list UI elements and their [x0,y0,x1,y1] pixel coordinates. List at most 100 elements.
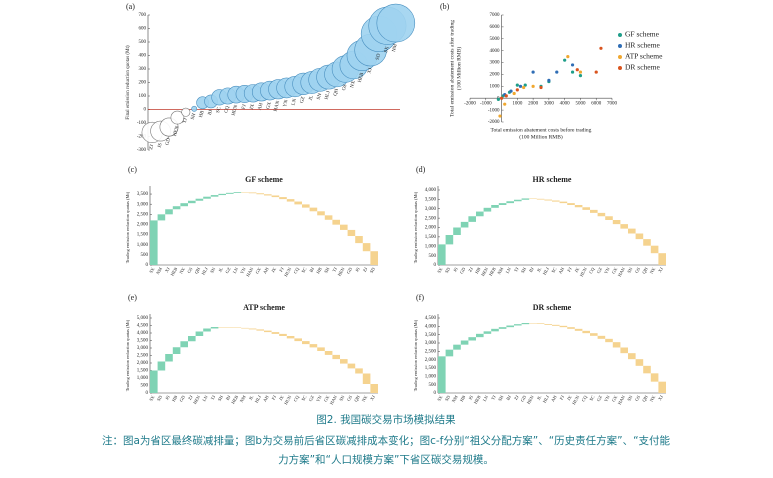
category-label: HEN [192,394,201,405]
point [566,55,570,59]
chart-title: GF scheme [245,175,283,184]
step-bar [226,327,234,328]
y-tick-label: 400 [139,54,147,59]
y-tick-label: 5,000 [137,316,149,321]
step-bar [317,347,325,351]
category-label: SH [497,394,505,402]
category-label: CQ [292,266,300,275]
step-bar [233,327,242,328]
category-label: GX [266,101,273,110]
y-tick-label: 4,500 [137,324,149,329]
category-label: NM [451,395,459,404]
category-label: NX [649,394,657,403]
step-bar [643,239,651,246]
category-label: HAN [245,266,255,278]
legend-marker [618,44,622,48]
step-bar [362,243,371,252]
x-tick-label: 5000 [575,101,586,106]
step-bar [590,333,598,336]
point [504,94,508,98]
category-label: HAN [274,100,282,112]
point [575,68,579,72]
step-bar [453,227,461,235]
y-tick-label: 700 [139,13,147,18]
step-bar [498,203,507,205]
step-bar [256,329,264,331]
category-label: SX [436,266,444,274]
step-bar [445,235,454,245]
category-label: YN [283,99,290,108]
y-tick-label: -100 [137,121,147,126]
category-label: SN [209,266,217,274]
step-bar [165,354,173,362]
y-tick-label: 1,500 [425,235,437,240]
point [523,83,527,87]
step-bar [552,324,560,326]
x-tick-label: -1000 [480,101,492,106]
y-tick-label: 2000 [490,73,501,78]
y-tick-label: 3,000 [425,341,437,346]
category-label: SC [300,267,307,274]
category-label: GZ [596,266,603,274]
step-bar [195,198,204,201]
category-label: SD [369,266,377,274]
category-label: GD [346,266,354,275]
category-label: ZJ [149,144,155,150]
step-bar [476,211,484,217]
step-bar [536,323,545,324]
step-bar [650,245,659,254]
category-label: JX [270,266,277,273]
step-bar [529,323,537,324]
category-label: XJ [367,67,373,74]
category-label: SC [300,395,307,402]
category-label: HEB [488,267,497,277]
y-tick-label: 4,000 [137,331,149,336]
point [512,91,516,96]
category-label: HLJ [254,394,262,403]
category-label: TJ [331,266,338,273]
step-bar [248,328,257,330]
category-label: SC [216,106,223,114]
y-tick-label: 1,500 [425,366,437,371]
y-tick-label: 0 [434,391,437,396]
category-label: HLJ [325,91,332,101]
y-tick-label: 0 [434,263,437,268]
y-axis-label: Trading emission reduction quotas (Mt) [413,319,418,391]
y-tick-label: 3,000 [425,207,437,212]
y-tick-label: -2000 [488,120,500,125]
category-label: SH [191,113,198,121]
y-tick-label: 600 [139,27,147,32]
category-label: ZJ [362,266,369,273]
category-label: NM [496,267,504,276]
category-label: JL [536,394,543,401]
category-label: GZ [308,394,315,402]
step-bar [203,328,211,332]
category-label: SD [444,394,452,402]
step-bar [559,201,568,204]
panel-label: (f) [416,293,424,302]
step-bar [536,198,545,200]
category-label: ZJ [187,394,194,401]
category-label: TJ [490,394,497,401]
step-bar [445,349,454,357]
category-label: HB [459,395,466,403]
caption-note: 力方案”和“人口规模方案”下省区碳交易规模。 [278,453,494,466]
category-label: XJ [369,394,376,401]
step-bar [658,381,666,393]
category-label: TJ [513,266,520,273]
x-tick-label: 3000 [544,101,555,106]
category-label: TJ [183,118,189,124]
point [499,96,504,100]
category-label: HB [474,267,481,275]
category-label: HUN [283,394,293,406]
step-bar [506,325,514,328]
y-tick-label: 1,500 [137,233,149,238]
step-bar [567,327,575,329]
step-bar [264,330,272,333]
category-label: BJ [528,266,535,273]
category-label: AH [550,394,558,403]
step-bar [491,205,499,208]
category-label: FJ [242,104,248,110]
step-bar [241,192,249,193]
category-label: JL [217,266,224,273]
